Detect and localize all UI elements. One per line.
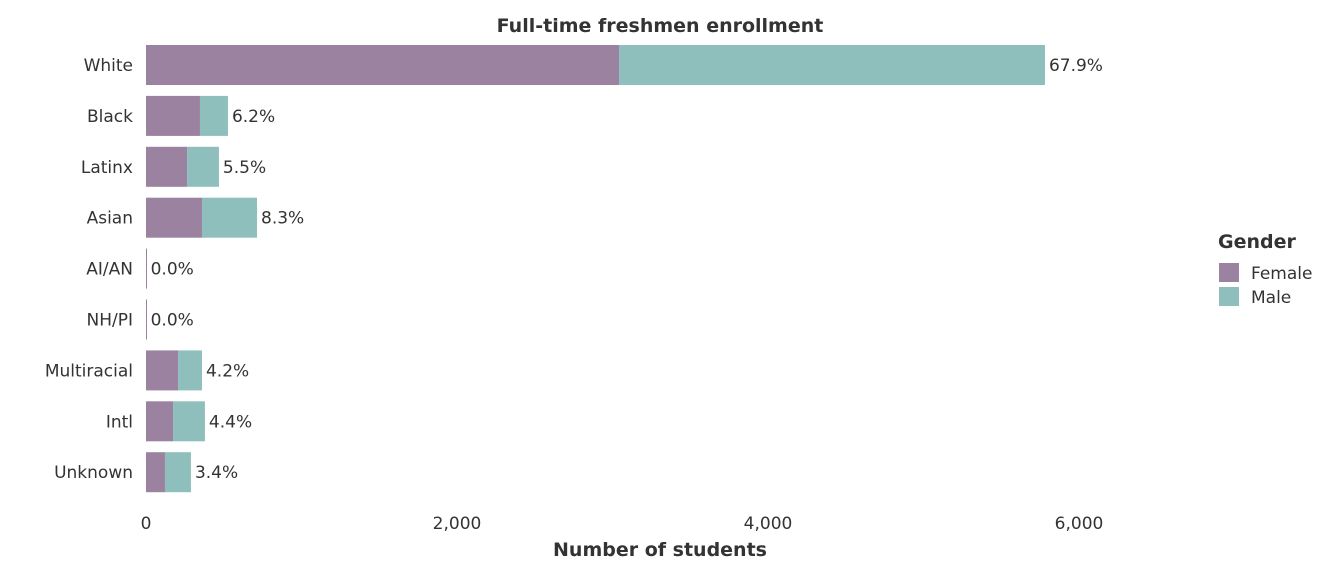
x-tick-label: 0 bbox=[141, 514, 152, 534]
data-label: 3.4% bbox=[195, 463, 238, 483]
data-label: 4.4% bbox=[209, 412, 252, 432]
bar-male-unknown bbox=[164, 452, 191, 493]
legend-title: Gender bbox=[1218, 231, 1296, 253]
chart-title: Full-time freshmen enrollment bbox=[497, 15, 824, 37]
bar-female-asian bbox=[146, 197, 202, 238]
x-tick-label: 4,000 bbox=[744, 514, 793, 534]
data-label: 0.0% bbox=[151, 260, 194, 280]
bar-female-white bbox=[146, 45, 620, 85]
legend-label-female: Female bbox=[1251, 264, 1312, 284]
data-label: 67.9% bbox=[1049, 56, 1103, 76]
bar-female-nhpi bbox=[146, 299, 147, 340]
y-tick-label: AI/AN bbox=[86, 260, 133, 280]
y-tick-label: Asian bbox=[87, 209, 133, 229]
bar-female-black bbox=[146, 95, 200, 136]
legend-swatch-female bbox=[1219, 263, 1239, 282]
legend-label-male: Male bbox=[1251, 288, 1291, 308]
data-label: 4.2% bbox=[206, 361, 249, 381]
x-tick-label: 6,000 bbox=[1055, 514, 1104, 534]
bar-male-white bbox=[619, 45, 1045, 85]
y-tick-label: Multiracial bbox=[45, 361, 133, 381]
legend: Gender Female Male bbox=[1218, 231, 1312, 308]
bar-male-intl bbox=[173, 401, 205, 442]
bar-female-latinx bbox=[146, 146, 188, 187]
x-tick-label: 2,000 bbox=[433, 514, 482, 534]
bar-female-multiracial bbox=[146, 350, 179, 391]
bar-male-asian bbox=[201, 197, 258, 238]
bar-male-multiracial bbox=[178, 350, 202, 391]
y-tick-label: NH/PI bbox=[87, 311, 134, 331]
legend-swatch-male bbox=[1219, 287, 1239, 306]
y-tick-label: Intl bbox=[106, 412, 133, 432]
y-tick-label: Latinx bbox=[81, 158, 133, 178]
bar-female-intl bbox=[146, 401, 174, 442]
x-axis-label: Number of students bbox=[553, 539, 767, 561]
bar-male-latinx bbox=[187, 146, 219, 187]
data-label: 0.0% bbox=[151, 311, 194, 331]
data-label: 5.5% bbox=[223, 158, 266, 178]
data-label: 6.2% bbox=[232, 107, 275, 127]
bar-female-unknown bbox=[146, 452, 165, 493]
data-label: 8.3% bbox=[261, 209, 304, 229]
bar-male-black bbox=[199, 95, 228, 136]
y-tick-label: Unknown bbox=[54, 463, 133, 483]
y-tick-label: Black bbox=[87, 107, 133, 127]
y-tick-label: White bbox=[84, 56, 133, 76]
bar-female-aian bbox=[146, 248, 147, 289]
